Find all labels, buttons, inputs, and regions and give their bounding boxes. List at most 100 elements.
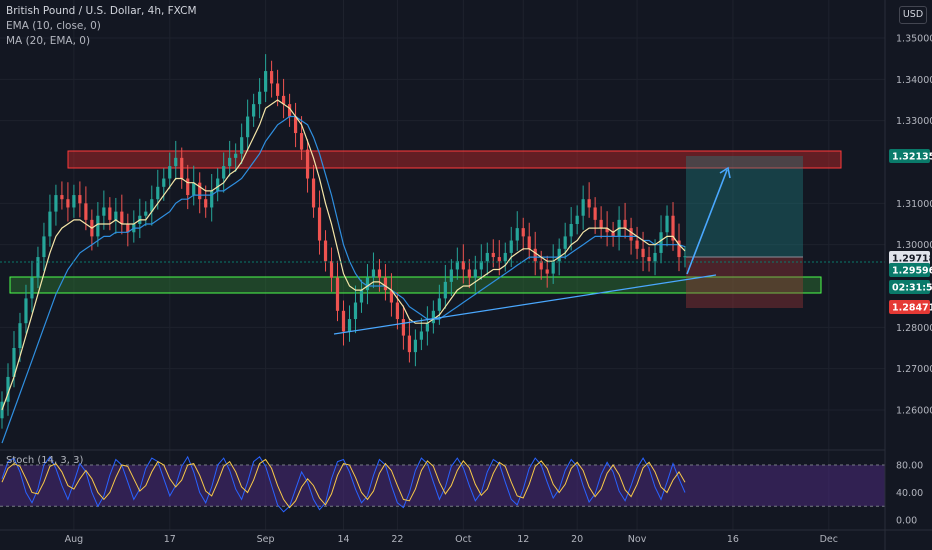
candle-body xyxy=(222,166,226,179)
price-axis[interactable]: 1.35000 1.34000 1.33000 1.31000 1.30000 1.280… xyxy=(889,34,932,417)
chart-legend: British Pound / U.S. Dollar, 4h, FXCM EM… xyxy=(6,4,197,49)
candle-body xyxy=(84,203,88,220)
resistance-zone[interactable] xyxy=(67,150,842,169)
candle-body xyxy=(150,199,154,212)
candle-body xyxy=(659,232,663,253)
candle-body xyxy=(329,261,334,278)
candle-body xyxy=(72,195,76,208)
projection-arrow[interactable] xyxy=(686,169,728,275)
candle-body xyxy=(66,199,70,208)
ema-legend[interactable]: EMA (10, close, 0) xyxy=(6,20,101,32)
time-tick-label: Sep xyxy=(257,534,275,545)
candle-body xyxy=(60,195,64,200)
candle-body xyxy=(287,104,292,117)
candle-body xyxy=(144,211,148,216)
stoch-k-line xyxy=(1,455,686,513)
time-tick-label: 20 xyxy=(571,534,583,545)
candle-body xyxy=(264,71,268,92)
candle-body xyxy=(593,207,597,220)
price-badge-label: 1.29596 xyxy=(892,266,932,277)
candle-body xyxy=(665,215,669,233)
candle-body xyxy=(210,190,214,208)
candle-body xyxy=(461,261,465,270)
candle-body xyxy=(96,215,100,237)
candle-body xyxy=(192,182,196,196)
price-tick-label: 1.33000 xyxy=(896,116,932,127)
price-badge xyxy=(889,149,930,163)
candle-body xyxy=(114,211,118,220)
candle-body xyxy=(545,269,549,274)
candle-body xyxy=(6,376,10,402)
candle-body xyxy=(479,261,483,270)
time-tick-label: Oct xyxy=(455,534,472,545)
candle-body xyxy=(108,207,112,220)
currency-button[interactable]: USD xyxy=(899,6,927,24)
rising-trendline[interactable] xyxy=(333,274,717,335)
candle-body xyxy=(569,224,573,237)
candle-body xyxy=(629,228,633,241)
candle-body xyxy=(683,256,687,258)
candle-body xyxy=(407,335,412,353)
long-position-stop-area[interactable] xyxy=(686,257,803,308)
stoch-legend[interactable]: Stoch (14, 3, 3) xyxy=(6,455,84,466)
stoch-band xyxy=(0,465,885,507)
candle-body xyxy=(0,401,4,419)
candle-body xyxy=(270,71,274,84)
candle-body xyxy=(437,298,441,311)
candle-body xyxy=(521,228,525,237)
candle-body xyxy=(365,277,370,291)
candle-body xyxy=(533,248,537,262)
candle-body xyxy=(383,277,388,291)
candle-body xyxy=(12,348,16,377)
price-tick-label: 1.34000 xyxy=(896,75,932,86)
candle-body xyxy=(647,257,651,262)
symbol-title[interactable]: British Pound / U.S. Dollar, 4h, FXCM xyxy=(6,5,197,17)
time-tick-label: 12 xyxy=(517,534,529,545)
candle-body xyxy=(54,195,58,212)
support-zone[interactable] xyxy=(9,276,822,294)
time-axis[interactable]: Aug 17 Sep 14 22 Oct 12 20 Nov 16 Dec xyxy=(65,534,838,545)
time-tick-label: 16 xyxy=(727,534,739,545)
price-badge xyxy=(889,280,930,294)
candle-body xyxy=(353,302,358,320)
price-tick-label: 1.28000 xyxy=(896,323,932,334)
stoch-axis[interactable]: 80.00 40.00 0.00 xyxy=(896,461,923,527)
stoch-tick-label: 0.00 xyxy=(896,516,917,527)
stoch-tick-label: 80.00 xyxy=(896,461,923,472)
ma-legend[interactable]: MA (20, EMA, 0) xyxy=(6,35,91,47)
candle-body xyxy=(240,137,244,154)
candle-body xyxy=(413,339,417,353)
price-tick-label: 1.31000 xyxy=(896,199,932,210)
candle-body xyxy=(587,199,591,208)
long-position-target-area[interactable] xyxy=(686,156,803,257)
candle-body xyxy=(431,310,435,324)
candle-body xyxy=(174,157,178,167)
candle-body xyxy=(234,153,238,158)
candle-body xyxy=(156,186,160,200)
candle-body xyxy=(24,298,28,324)
candle-body xyxy=(497,257,501,262)
price-tick-label: 1.26000 xyxy=(896,406,932,417)
candle-body xyxy=(485,252,489,262)
candle-body xyxy=(323,240,328,262)
candle-body xyxy=(311,178,316,208)
candle-body xyxy=(551,261,555,274)
candle-body xyxy=(120,211,124,224)
candle-body xyxy=(30,277,34,299)
time-tick-label: Dec xyxy=(820,534,838,545)
candle-body xyxy=(503,252,507,262)
candle-body xyxy=(389,290,394,303)
candle-body xyxy=(18,323,22,348)
price-tick-label: 1.27000 xyxy=(896,364,932,375)
price-badge-label: 02:31:53 xyxy=(892,283,932,294)
candle-body xyxy=(455,261,459,270)
price-badge-label: 1.29718 xyxy=(892,254,932,265)
candle-body xyxy=(677,240,681,258)
candle-body xyxy=(635,240,639,249)
candle-body xyxy=(557,248,561,262)
price-badge-label: 1.32135 xyxy=(892,152,932,163)
candle-body xyxy=(102,207,106,216)
time-tick-label: 14 xyxy=(337,534,349,545)
candle-body xyxy=(299,133,304,150)
